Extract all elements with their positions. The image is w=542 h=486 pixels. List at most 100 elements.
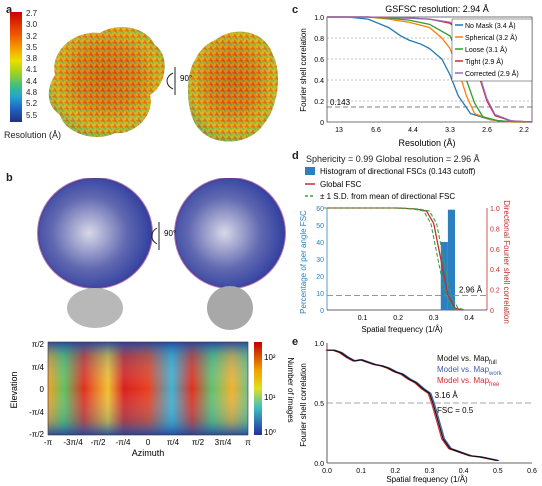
xtick: -π/2 xyxy=(91,438,106,447)
angular-distribution: 90° xyxy=(37,178,286,330)
chart-e-xtick: 0.6 xyxy=(527,468,537,475)
chart-d-ylabel-right: Directional Fourier shell correlation xyxy=(502,200,511,324)
chart-d-bar xyxy=(447,209,455,310)
chart-c-xtick: 13 xyxy=(335,127,343,134)
chart-d-ytick-left: 30 xyxy=(316,257,324,264)
colorbar-title: Resolution (Å) xyxy=(4,130,62,140)
chart-e-threshold-label: FSC = 0.5 xyxy=(437,406,474,415)
panel-label-a: a xyxy=(6,4,13,16)
chart-d-ytick-right: 1.0 xyxy=(490,206,500,213)
elevation-azimuth-heatmap: π/2 π/4 0 -π/4 -π/2 Elevation -π -3π/4 -… xyxy=(9,340,295,458)
cbar-tick: 10¹ xyxy=(264,393,276,402)
chart-e-xtick: 0.5 xyxy=(493,468,503,475)
chart-d-ytick-right: 0 xyxy=(490,308,494,315)
colorbar-tick: 4.1 xyxy=(26,65,38,75)
panel-label-d: d xyxy=(292,150,299,162)
colorbar-tick: 5.5 xyxy=(26,110,38,120)
chart-d-xtick: 0.3 xyxy=(429,315,439,322)
chart-d-ytick-right: 0.6 xyxy=(490,247,500,254)
panel-d-header: Sphericity = 0.99 Global resolution = 2.… xyxy=(306,154,480,164)
chart-e-xtick: 0.3 xyxy=(425,468,435,475)
chart-c-xtick: 4.4 xyxy=(408,127,418,134)
map-thumbnail-front xyxy=(67,288,123,328)
rotation-label: 90° xyxy=(164,229,176,238)
sphere-front xyxy=(38,178,152,288)
xtick: -3π/4 xyxy=(63,438,83,447)
ytick: π/2 xyxy=(32,340,45,349)
chart-c-legend-item: Tight (2.9 Å) xyxy=(465,57,503,66)
colorbar-tick: 3.8 xyxy=(26,54,38,64)
heatmap-colorbar xyxy=(254,342,262,435)
chart-c-ytick: 0.4 xyxy=(314,78,324,85)
chart-d-ylabel-left: Percentage of per angle FSC xyxy=(299,210,308,314)
chart-e-ytick: 0.5 xyxy=(314,401,324,408)
xtick: -π xyxy=(44,438,53,447)
xtick: π xyxy=(245,438,251,447)
chart-c-legend-item: Spherical (3.2 Å) xyxy=(465,33,517,42)
chart-c-threshold-label: 0.143 xyxy=(330,98,351,107)
chart-d-annotation: 2.96 Å xyxy=(459,285,483,294)
colorbar-tick: 3.0 xyxy=(26,20,38,30)
sphere-side xyxy=(175,178,285,288)
cbar-tick: 10⁰ xyxy=(264,428,276,437)
chart-d-ytick-right: 0.2 xyxy=(490,288,500,295)
chart-e-xlabel: Spatial frequency (1/Å) xyxy=(386,475,468,484)
heatmap-yticks: π/2 π/4 0 -π/4 -π/2 xyxy=(29,340,44,439)
chart-e-ylabel: Fourier shell correlation xyxy=(299,363,308,447)
chart-d-ytick-right: 0.4 xyxy=(490,267,500,274)
chart-d-ytick-right: 0.8 xyxy=(490,226,500,233)
chart-c-legend-item: No Mask (3.4 Å) xyxy=(465,21,516,30)
chart-c-title: GSFSC resolution: 2.94 Å xyxy=(385,4,489,14)
heatmap-cbar-ticks: 10² 10¹ 10⁰ xyxy=(264,353,276,437)
chart-d-xtick: 0.1 xyxy=(358,315,368,322)
chart-c-xtick: 6.6 xyxy=(371,127,381,134)
xtick: 3π/4 xyxy=(215,438,232,447)
rotate-arrow-icon xyxy=(151,222,160,250)
chart-e-ytick: 1.0 xyxy=(314,341,324,348)
chart-c-legend-item: Corrected (2.9 Å) xyxy=(465,69,519,78)
xtick: 0 xyxy=(146,438,151,447)
chart-d-xtick: 0.4 xyxy=(464,315,474,322)
chart-d: Percentage of per angle FSC Directional … xyxy=(299,200,511,334)
density-maps: 90° xyxy=(48,27,278,142)
resolution-colorbar xyxy=(10,12,22,122)
chart-e-series-line xyxy=(327,349,498,462)
colorbar-tick: 4.4 xyxy=(26,76,38,86)
chart-c-xlabel: Resolution (Å) xyxy=(398,138,455,148)
chart-e-ytick: 0.0 xyxy=(314,461,324,468)
chart-c-ytick: 0 xyxy=(320,120,324,127)
chart-c-ytick: 1.0 xyxy=(314,15,324,22)
ytick: -π/4 xyxy=(29,408,44,417)
chart-d-ytick-left: 50 xyxy=(316,223,324,230)
panel-label-b: b xyxy=(6,172,13,184)
chart-c-xtick: 2.2 xyxy=(519,127,529,134)
chart-e: Fourier shell correlation Spatial freque… xyxy=(299,341,537,484)
xtick: -π/4 xyxy=(116,438,131,447)
chart-e-annotation: 3.16 Å xyxy=(435,391,459,400)
colorbar-tick: 3.5 xyxy=(26,42,38,52)
chart-e-xtick: 0.1 xyxy=(356,468,366,475)
ytick: π/4 xyxy=(32,363,45,372)
chart-c: GSFSC resolution: 2.94 Å Fourier shell c… xyxy=(299,4,533,148)
chart-d-xtick: 0.2 xyxy=(393,315,403,322)
panel-label-c: c xyxy=(292,4,299,16)
heatmap-ylabel: Elevation xyxy=(9,371,19,408)
chart-d-ytick-left: 60 xyxy=(316,206,324,213)
legend-item-histogram: Histogram of directional FSCs (0.143 cut… xyxy=(320,167,476,176)
chart-d-sd-line xyxy=(324,207,460,311)
chart-c-series-line xyxy=(327,16,532,123)
chart-c-ytick: 0.6 xyxy=(314,57,324,64)
chart-e-legend-item: Model vs. Mapfree xyxy=(437,376,500,388)
heatmap-xlabel: Azimuth xyxy=(132,448,165,458)
chart-c-ytick: 0.8 xyxy=(314,36,324,43)
ytick: -π/2 xyxy=(29,430,44,439)
panel-label-e: e xyxy=(292,336,299,348)
cbar-tick: 10² xyxy=(264,353,276,362)
legend-item-sd: ± 1 S.D. from mean of directional FSC xyxy=(320,192,455,201)
chart-e-xtick: 0.4 xyxy=(459,468,469,475)
chart-e-xtick: 0.0 xyxy=(322,468,332,475)
legend-swatch-histogram xyxy=(305,167,315,175)
chart-c-xtick: 2.6 xyxy=(482,127,492,134)
chart-c-ylabel: Fourier shell correlation xyxy=(299,28,308,112)
chart-d-ytick-left: 10 xyxy=(316,291,324,298)
